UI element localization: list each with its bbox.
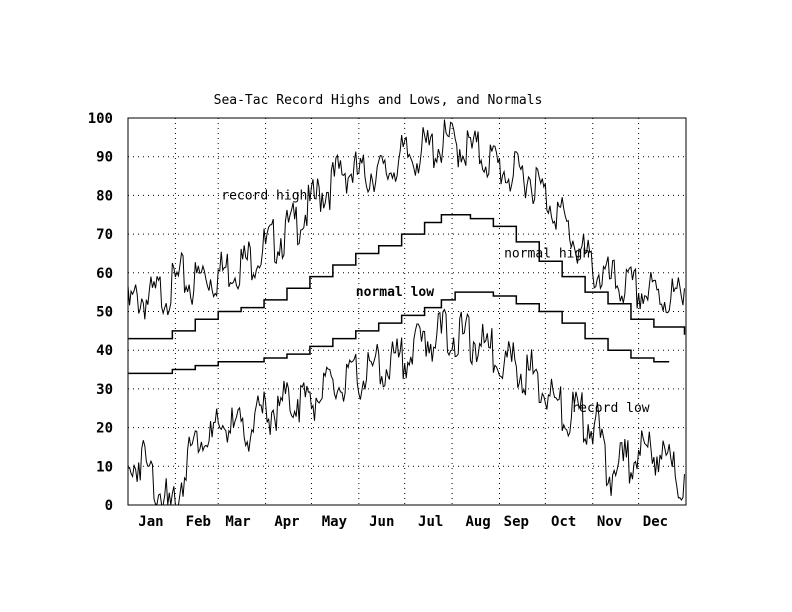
x-tick-label: Dec bbox=[643, 514, 668, 530]
series-group bbox=[127, 119, 686, 506]
grid-lines bbox=[128, 118, 686, 505]
plot-area-frame bbox=[127, 117, 687, 506]
x-tick-label: Sep bbox=[504, 514, 529, 530]
y-tick-label: 0 bbox=[105, 498, 113, 514]
series-record-low bbox=[127, 308, 685, 506]
x-tick-label: Jul bbox=[418, 514, 443, 530]
chart-title: Sea-Tac Record Highs and Lows, and Norma… bbox=[214, 93, 543, 108]
x-tick-label: Jun bbox=[369, 514, 394, 530]
x-tick-label: Aug bbox=[465, 514, 490, 530]
y-tick-label: 70 bbox=[96, 227, 113, 243]
y-tick-label: 20 bbox=[96, 421, 113, 437]
axes: 0 10 20 30 40 50 60 70 80 90 100 Jan Feb Mar Apr May Jun… bbox=[88, 111, 668, 530]
x-tick-label: Nov bbox=[597, 514, 622, 530]
y-tick-label: 30 bbox=[96, 382, 113, 398]
annotations: record high normal high normal low record l… bbox=[221, 188, 650, 416]
y-tick-label: 50 bbox=[96, 305, 113, 321]
annotation-label: normal high bbox=[504, 246, 590, 261]
x-tick-label: Oct bbox=[551, 514, 576, 530]
y-tick-label: 10 bbox=[96, 459, 113, 475]
annotation-label: record low bbox=[571, 401, 649, 416]
x-tick-label: Jan bbox=[138, 514, 163, 530]
series-normal-high bbox=[128, 214, 686, 340]
y-tick-label: 80 bbox=[96, 188, 113, 204]
x-tick-label: Mar bbox=[225, 514, 250, 530]
annotation-label: record high bbox=[221, 188, 307, 203]
annotation-label: normal low bbox=[356, 285, 434, 300]
y-tick-label: 40 bbox=[96, 343, 113, 359]
series-record-high bbox=[127, 119, 685, 320]
x-tick-label: May bbox=[322, 514, 348, 530]
y-tick-label: 60 bbox=[96, 266, 113, 282]
y-tick-label: 100 bbox=[88, 111, 113, 127]
y-tick-label: 90 bbox=[96, 150, 113, 166]
x-tick-label: Apr bbox=[274, 514, 299, 530]
x-tick-label: Feb bbox=[186, 514, 211, 530]
series-normal-low bbox=[128, 291, 670, 375]
